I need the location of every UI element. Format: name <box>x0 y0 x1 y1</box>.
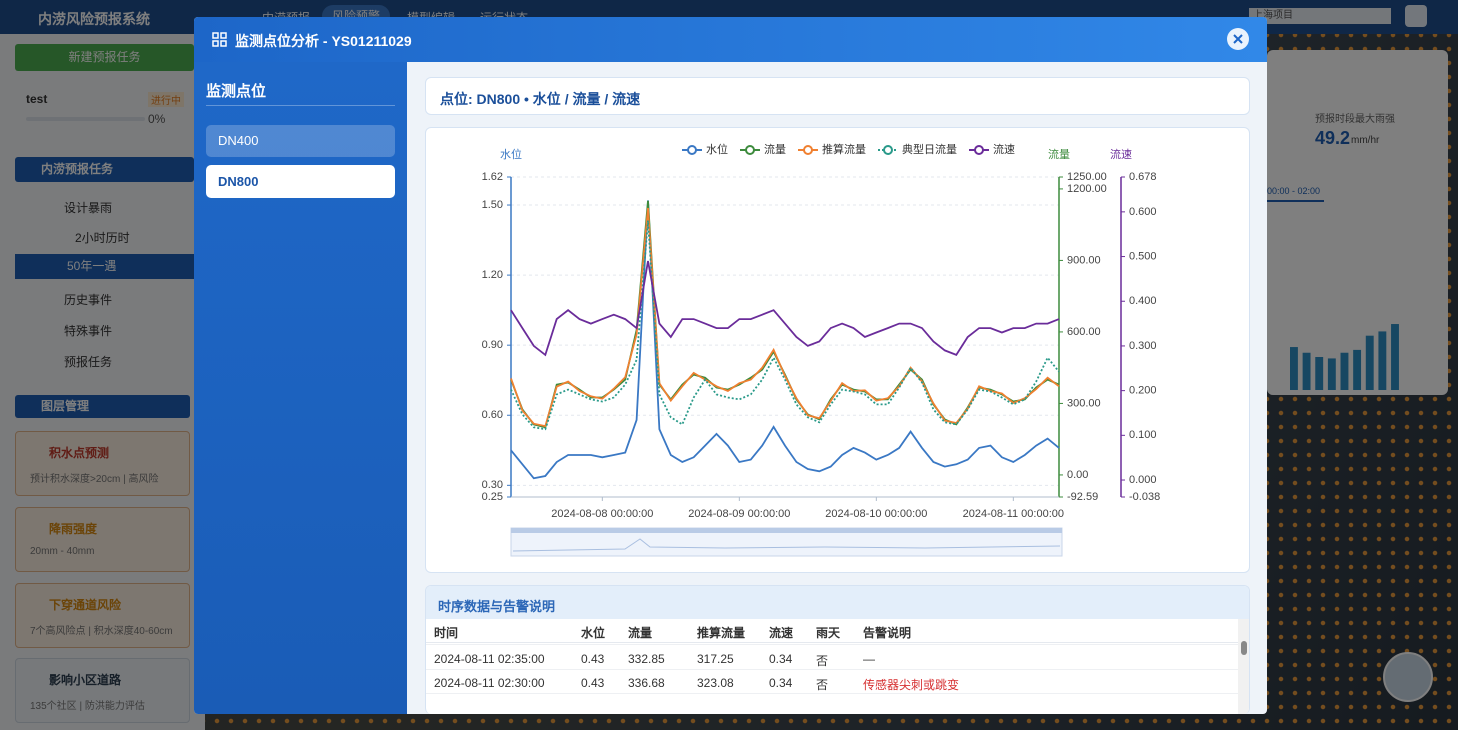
y-tick-label: 1.62 <box>482 171 503 183</box>
table-cell: 336.68 <box>628 676 665 690</box>
chart: 0.250.30 0.60 0.90 1.20 1.50 1.62 水位 -92.59 0.00… <box>482 142 1160 557</box>
y3-axis-title: 流速 <box>1110 147 1132 161</box>
legend-marker <box>687 145 697 155</box>
y2-tick-label: 1200.00 <box>1067 183 1107 195</box>
y3-tick-label: 0.500 <box>1129 250 1157 262</box>
column-header: 流速 <box>769 626 794 640</box>
y-tick-label: 0.90 <box>482 339 503 351</box>
y-tick-label: 1.20 <box>482 269 503 281</box>
table-cell: 否 <box>816 678 829 692</box>
legend-marker <box>883 145 893 155</box>
y2-tick-label: 300.00 <box>1067 397 1101 409</box>
chart-header: 点位: DN800 • 水位 / 流量 / 流速 <box>440 91 641 107</box>
point-list-title: 监测点位 <box>206 83 267 100</box>
legend-item[interactable]: 流量 <box>740 142 786 156</box>
row-divider <box>426 693 1238 694</box>
column-header: 时间 <box>434 626 459 640</box>
legend-label: 流速 <box>993 142 1015 156</box>
y2-tick-label: 1250.00 <box>1067 171 1107 183</box>
divider <box>206 105 395 106</box>
table-cell: 0.43 <box>581 676 605 690</box>
y2-tick-label: -92.59 <box>1067 491 1098 503</box>
legend-item[interactable]: 流速 <box>969 142 1015 156</box>
table-card: 时序数据与告警说明 2024-08-11 02:40:000.42325.393… <box>425 585 1250 714</box>
column-header: 推算流量 <box>697 626 746 640</box>
y3-tick-label: 0.100 <box>1129 429 1157 441</box>
table-title: 时序数据与告警说明 <box>438 599 556 614</box>
series-line <box>510 260 1060 357</box>
y3-tick-label: -0.038 <box>1129 491 1160 503</box>
table-header: 时间 水位 流量 推算流量 流速 雨天 告警说明 <box>426 619 1238 643</box>
table-cell: 传感器尖刺或跳变 <box>863 678 960 692</box>
table-cell: 332.85 <box>628 651 665 666</box>
x-tick-label: 2024-08-09 00:00:00 <box>688 508 790 520</box>
legend-marker <box>745 145 755 155</box>
y3-tick-label: 0.600 <box>1129 206 1157 218</box>
table-cell: 0.34 <box>769 651 793 666</box>
table-cell: 0.34 <box>769 676 793 690</box>
chart-header-card: 点位: DN800 • 水位 / 流量 / 流速 <box>425 77 1250 115</box>
table-cell: — <box>863 651 875 666</box>
zoom-preview <box>512 538 1061 552</box>
column-header: 流量 <box>628 626 653 640</box>
y2-axis-title: 流量 <box>1048 147 1070 161</box>
table-cell: 317.25 <box>697 651 734 666</box>
table-cell: 323.08 <box>697 676 734 690</box>
legend-label: 推算流量 <box>822 142 866 156</box>
row-divider <box>426 668 1238 670</box>
y3-tick-label: 0.000 <box>1129 474 1157 486</box>
legend-item[interactable]: 推算流量 <box>798 142 866 156</box>
y-tick-label: 0.30 <box>482 479 503 491</box>
y3-tick-label: 0.400 <box>1129 295 1157 307</box>
legend-item[interactable]: 典型日流量 <box>878 142 957 156</box>
y-tick-label: 0.60 <box>482 409 503 421</box>
table-cell: 2024-08-11 02:35:00 <box>434 651 545 666</box>
y-tick-label: 0.25 <box>482 491 503 503</box>
x-tick-label: 2024-08-10 00:00:00 <box>825 508 927 520</box>
zoom-slider-handle <box>511 528 1062 533</box>
y3-tick-label: 0.300 <box>1129 340 1157 352</box>
legend-marker <box>974 145 984 155</box>
y2-tick-label: 900.00 <box>1067 254 1101 266</box>
y-tick-label: 1.50 <box>482 199 503 211</box>
y-axis-title: 水位 <box>500 147 522 161</box>
y2-tick-label: 0.00 <box>1067 469 1088 481</box>
table-body: 2024-08-11 02:40:000.42325.39318.910.33否… <box>426 636 1238 714</box>
series-line <box>510 200 1060 480</box>
row-divider <box>426 644 1238 645</box>
column-header: 水位 <box>581 626 606 640</box>
point-button[interactable]: DN400 <box>206 125 395 157</box>
series-line <box>510 207 1060 428</box>
table-cell: 2024-08-11 02:30:00 <box>434 676 545 690</box>
modal-title: 监测点位分析 - YS01211029 <box>235 33 412 49</box>
point-button-active[interactable]: DN800 <box>206 165 395 198</box>
legend-item[interactable]: 水位 <box>682 142 728 156</box>
y3-tick-label: 0.200 <box>1129 385 1157 397</box>
series-line <box>510 220 1060 431</box>
x-tick-label: 2024-08-08 00:00:00 <box>551 508 653 520</box>
modal-header: 监测点位分析 - YS01211029 <box>194 17 1267 62</box>
legend-label: 流量 <box>764 142 786 156</box>
legend-label: 水位 <box>706 142 728 156</box>
close-button[interactable] <box>1227 28 1249 50</box>
x-tick-label: 2024-08-11 00:00:00 <box>963 508 1064 520</box>
chart-card: 0.25 0.30 0.60 0.90 1.20 1.50 1.62 水位 -92.59 0.00… <box>425 127 1250 573</box>
legend-label: 典型日流量 <box>902 142 957 156</box>
table-cell: 0.43 <box>581 651 605 666</box>
column-header: 告警说明 <box>863 626 912 640</box>
y3-tick-label: 0.678 <box>1129 171 1157 183</box>
legend-marker <box>803 145 813 155</box>
table-cell: 否 <box>816 653 829 668</box>
scrollbar[interactable] <box>1238 619 1249 714</box>
grid-icon <box>212 32 227 47</box>
point-list: 监测点位 DN400 DN800 <box>194 62 407 714</box>
column-header: 雨天 <box>816 626 841 640</box>
y2-tick-label: 600.00 <box>1067 326 1101 338</box>
